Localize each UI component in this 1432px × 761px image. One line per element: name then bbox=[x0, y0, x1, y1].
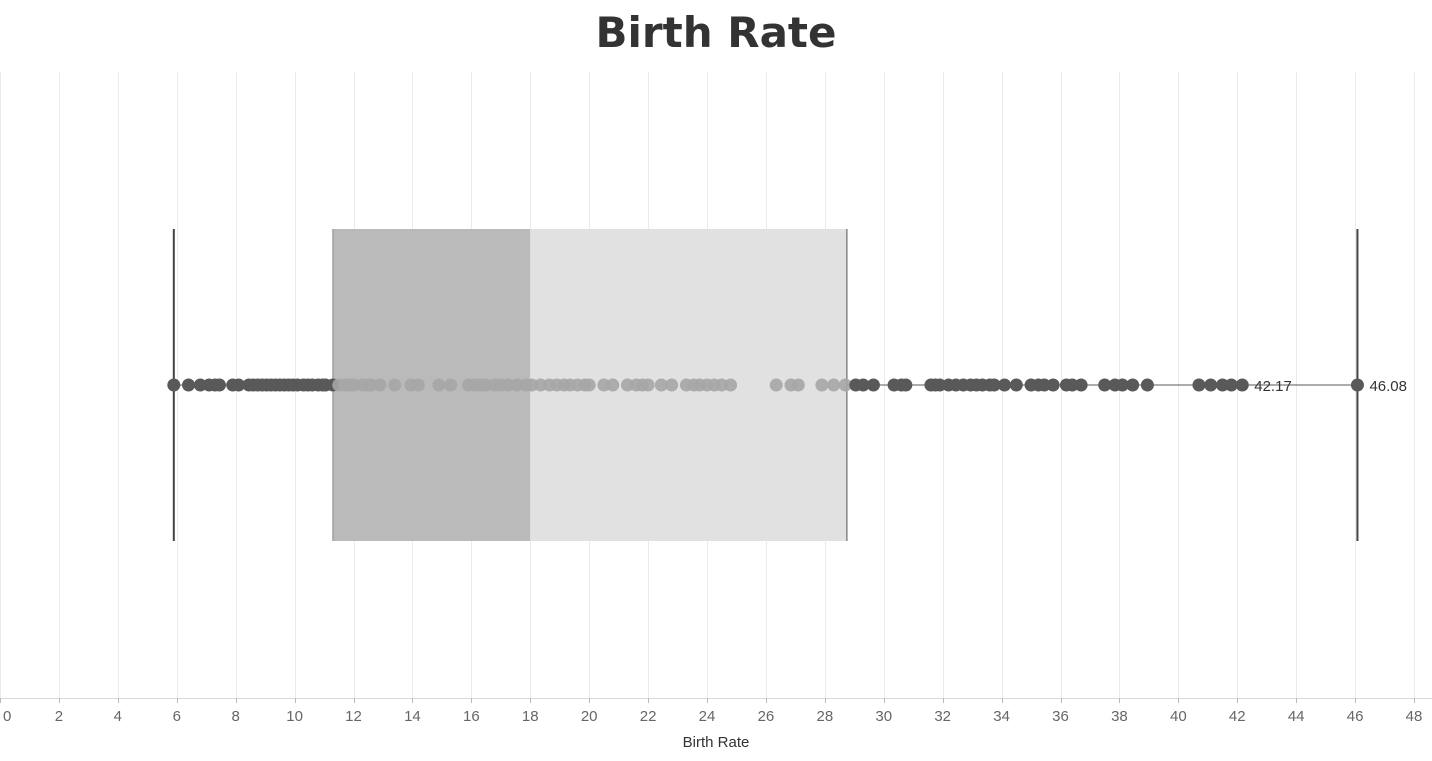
x-tick-label: 0 bbox=[3, 708, 11, 725]
data-point bbox=[987, 378, 1001, 392]
x-tick-label: 10 bbox=[286, 708, 303, 725]
data-point bbox=[899, 378, 913, 392]
data-point bbox=[838, 378, 852, 392]
data-point bbox=[815, 378, 829, 392]
data-points bbox=[167, 378, 1364, 392]
data-point bbox=[1009, 378, 1023, 392]
x-axis: 0 2 4 6 8 10 12 14 16 18 20 22 24 26 28 30 32 34 36 38 40 42 4… bbox=[0, 698, 1432, 725]
x-tick-label: 32 bbox=[934, 708, 951, 725]
data-point bbox=[1115, 378, 1129, 392]
data-point bbox=[582, 378, 596, 392]
x-tick-label: 44 bbox=[1288, 708, 1305, 725]
data-point bbox=[1140, 378, 1154, 392]
x-tick-label: 46 bbox=[1347, 708, 1364, 725]
x-tick-label: 30 bbox=[875, 708, 892, 725]
x-tick-label: 40 bbox=[1170, 708, 1187, 725]
data-point bbox=[1126, 378, 1140, 392]
data-point bbox=[1224, 378, 1238, 392]
x-tick-label: 2 bbox=[55, 708, 63, 725]
data-labels: 42.17 46.08 bbox=[1254, 378, 1407, 395]
data-label: 46.08 bbox=[1369, 378, 1407, 395]
data-point bbox=[1235, 378, 1249, 392]
x-tick-label: 36 bbox=[1052, 708, 1069, 725]
data-point bbox=[998, 378, 1012, 392]
data-point bbox=[167, 378, 181, 392]
data-point bbox=[444, 378, 458, 392]
x-tick-label: 12 bbox=[345, 708, 362, 725]
x-tick-label: 24 bbox=[699, 708, 716, 725]
x-tick-label: 4 bbox=[114, 708, 122, 725]
x-tick-label: 26 bbox=[758, 708, 775, 725]
x-tick-label: 22 bbox=[640, 708, 657, 725]
data-point bbox=[866, 378, 880, 392]
x-tick-label: 16 bbox=[463, 708, 480, 725]
x-tick-label: 18 bbox=[522, 708, 539, 725]
x-tick-label: 6 bbox=[173, 708, 181, 725]
data-point bbox=[232, 378, 246, 392]
data-point bbox=[641, 378, 655, 392]
data-point bbox=[654, 378, 668, 392]
data-point bbox=[1074, 378, 1088, 392]
data-label: 42.17 bbox=[1254, 378, 1292, 395]
x-tick-label: 38 bbox=[1111, 708, 1128, 725]
data-point bbox=[665, 378, 679, 392]
data-point bbox=[791, 378, 805, 392]
data-point bbox=[388, 378, 402, 392]
x-axis-label: Birth Rate bbox=[682, 734, 750, 751]
data-point bbox=[606, 378, 620, 392]
data-point bbox=[1204, 378, 1218, 392]
data-point bbox=[182, 378, 196, 392]
x-tick-label: 42 bbox=[1229, 708, 1246, 725]
data-point bbox=[212, 378, 226, 392]
data-point bbox=[827, 378, 841, 392]
data-point bbox=[373, 378, 387, 392]
data-point bbox=[1098, 378, 1112, 392]
x-tick-label: 48 bbox=[1406, 708, 1423, 725]
chart-title: Birth Rate bbox=[595, 8, 837, 57]
x-tick-label: 20 bbox=[581, 708, 598, 725]
x-tick-label: 14 bbox=[404, 708, 421, 725]
x-tick-label: 34 bbox=[993, 708, 1010, 725]
data-point bbox=[1192, 378, 1206, 392]
x-tick-label: 28 bbox=[816, 708, 833, 725]
data-point bbox=[1350, 378, 1364, 392]
data-point bbox=[432, 378, 446, 392]
data-point bbox=[856, 378, 870, 392]
data-point bbox=[411, 378, 425, 392]
x-tick-label: 8 bbox=[231, 708, 239, 725]
data-point bbox=[724, 378, 738, 392]
data-point bbox=[769, 378, 783, 392]
data-point bbox=[1046, 378, 1060, 392]
